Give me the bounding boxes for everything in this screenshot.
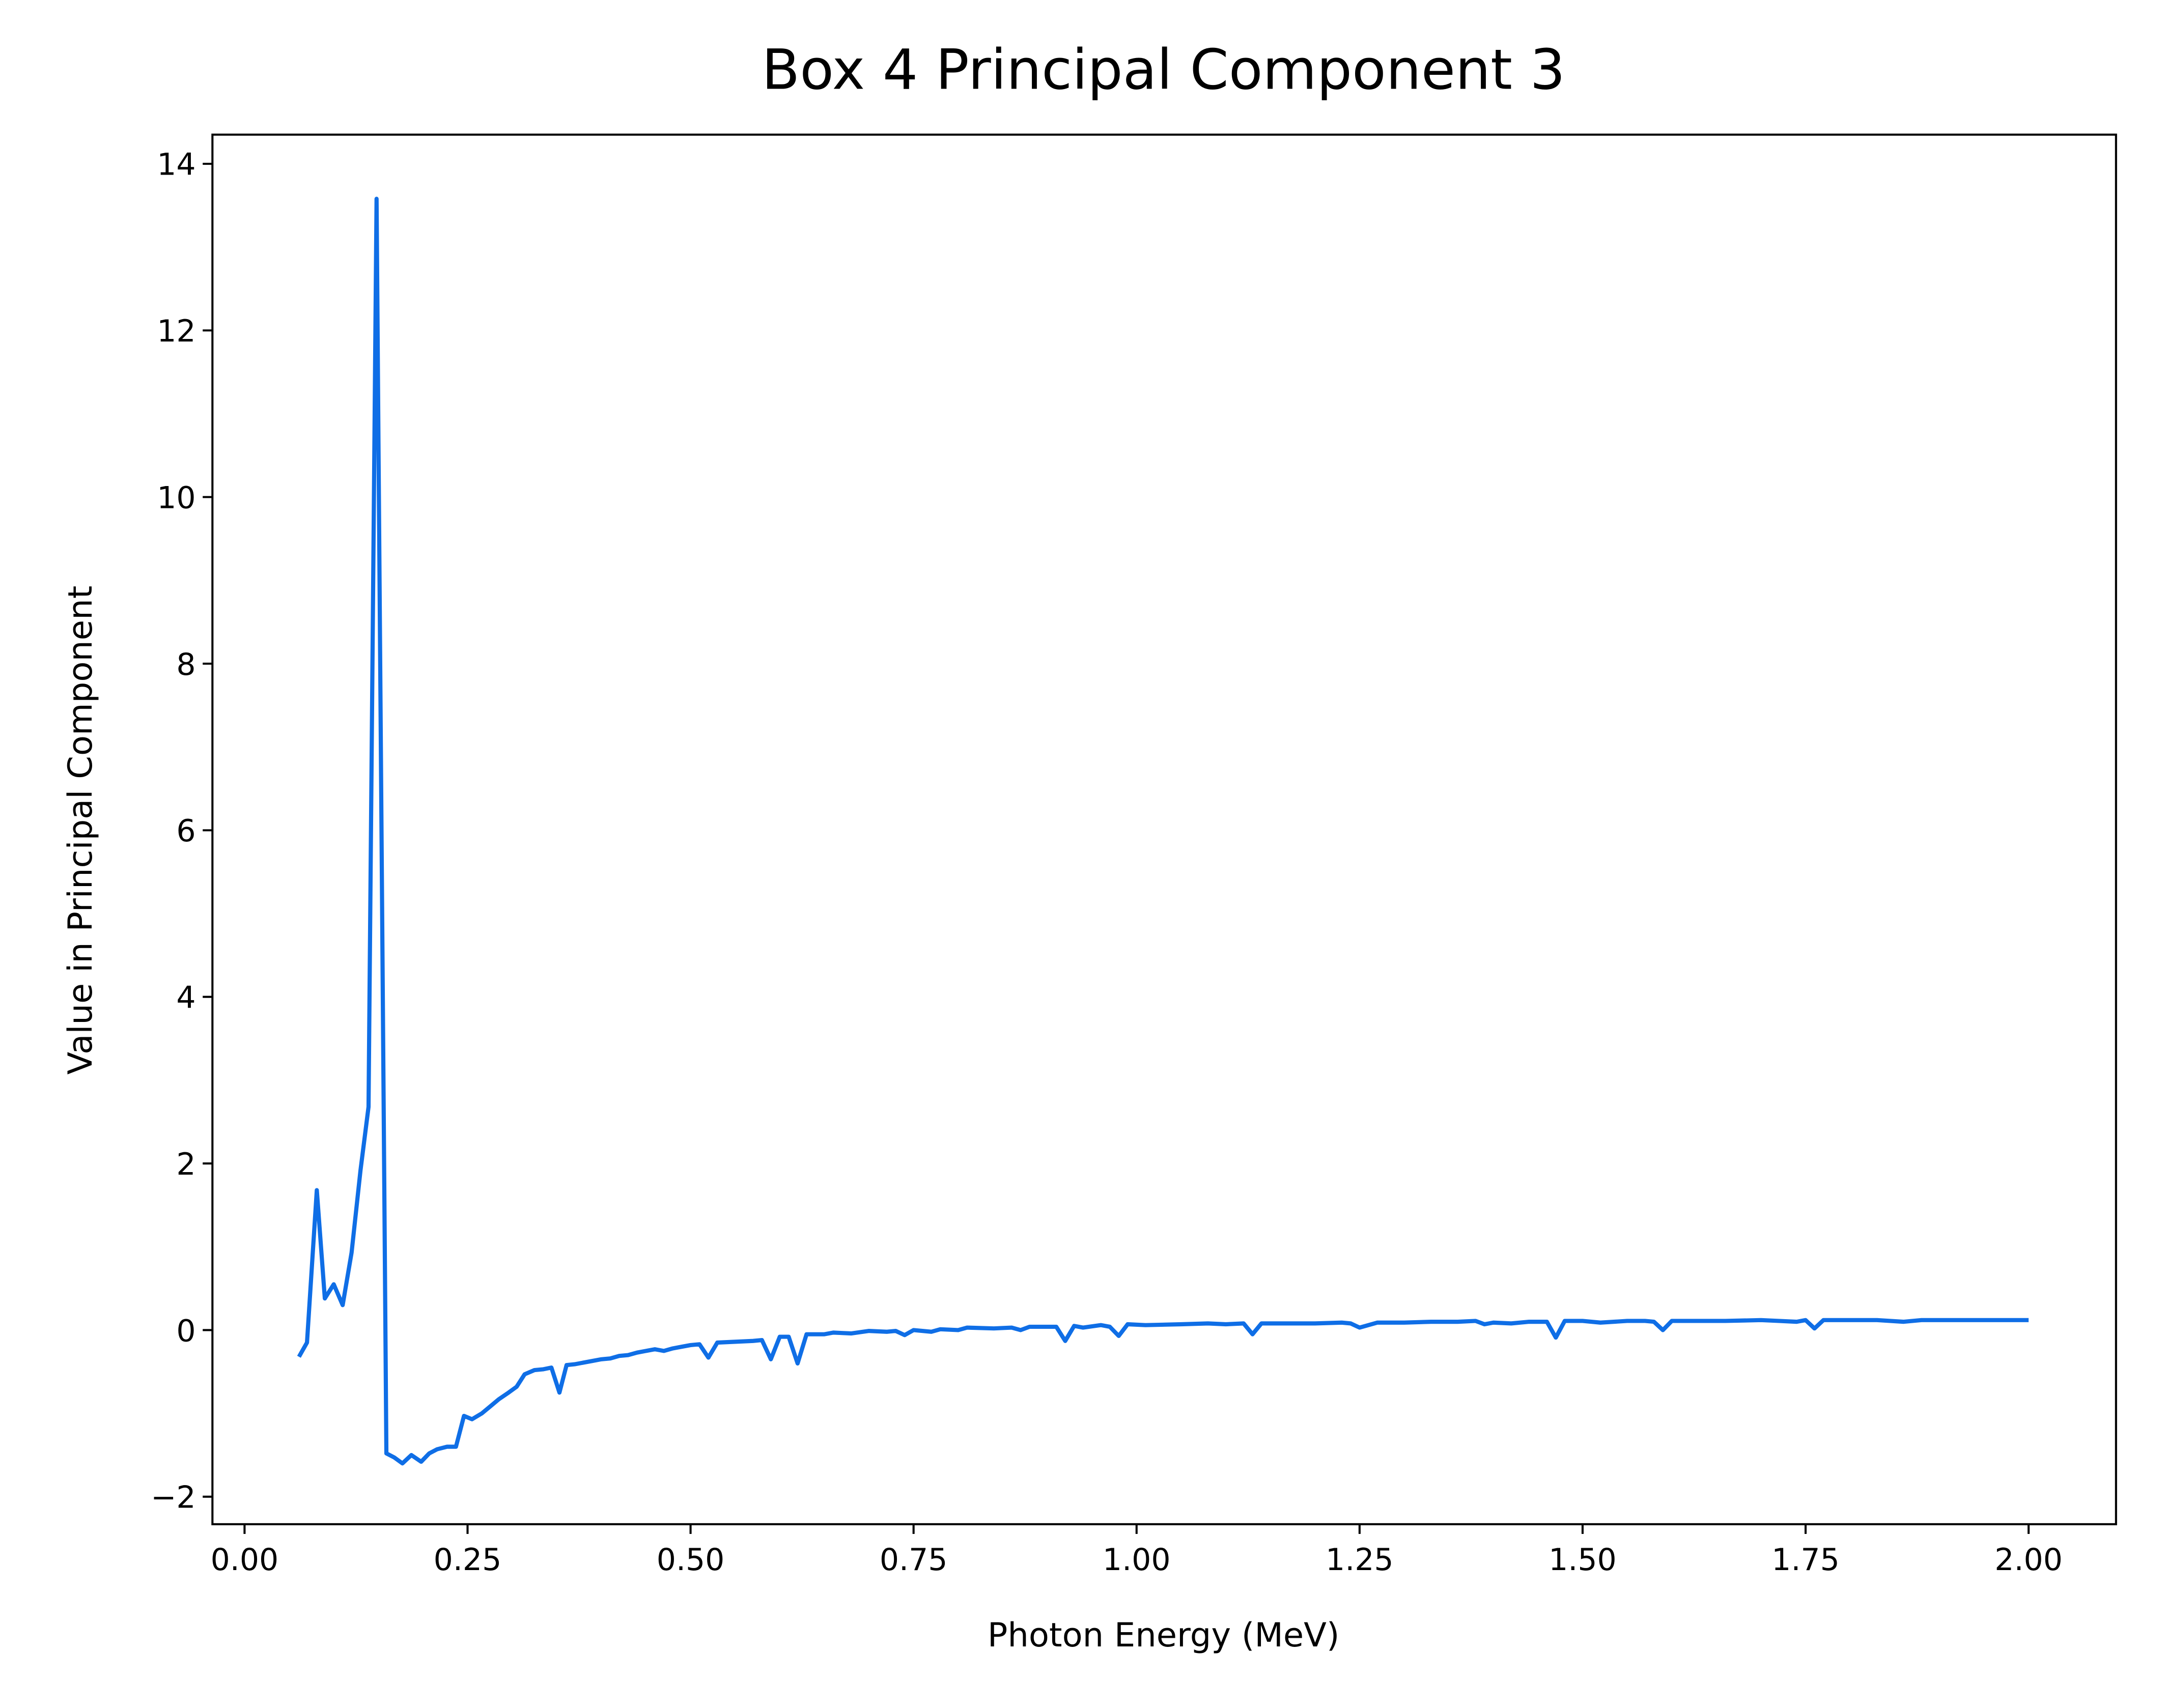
x-tick-label: 1.00 xyxy=(1103,1542,1171,1578)
y-tick-label: 0 xyxy=(176,1313,195,1349)
y-tick-label: 12 xyxy=(157,314,195,349)
y-axis-label: Value in Principal Component xyxy=(61,586,100,1075)
x-tick-label: 0.50 xyxy=(657,1542,725,1578)
x-tick-label: 0.75 xyxy=(880,1542,948,1578)
y-tick-label: 4 xyxy=(176,980,195,1016)
y-tick-label: −2 xyxy=(151,1480,195,1516)
y-tick-label: 2 xyxy=(176,1147,195,1182)
y-tick-label: 10 xyxy=(157,480,195,516)
y-tick-label: 6 xyxy=(176,813,195,849)
x-tick-label: 1.75 xyxy=(1771,1542,1840,1578)
x-tick-label: 2.00 xyxy=(1994,1542,2063,1578)
x-tick-label: 1.25 xyxy=(1326,1542,1394,1578)
x-tick-label: 1.50 xyxy=(1549,1542,1617,1578)
y-tick-label: 14 xyxy=(157,147,195,183)
y-tick-label: 8 xyxy=(176,647,195,682)
x-tick-label: 0.25 xyxy=(434,1542,502,1578)
plot-frame xyxy=(211,133,2117,1525)
data-line xyxy=(297,196,2029,1466)
chart-title: Box 4 Principal Component 3 xyxy=(762,38,1565,102)
x-tick-label: 0.00 xyxy=(211,1542,279,1578)
x-axis-label: Photon Energy (MeV) xyxy=(988,1616,1340,1655)
